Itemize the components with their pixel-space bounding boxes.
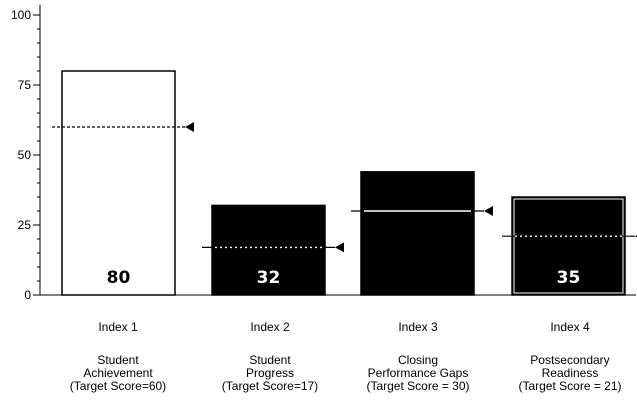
bar-index-3 xyxy=(360,171,475,296)
y-tick-label: 75 xyxy=(18,78,32,92)
x-category-description: Achievement xyxy=(83,366,153,380)
x-category-description: Progress xyxy=(246,366,294,380)
x-category-description: Closing xyxy=(398,353,438,367)
x-category-description: (Target Score = 21) xyxy=(518,379,621,393)
x-category-label: Index 2 xyxy=(250,320,290,334)
target-marker xyxy=(335,242,344,253)
x-category-label: Index 3 xyxy=(398,320,438,334)
x-category-description: Postsecondary xyxy=(530,353,609,367)
x-category-description: Readiness xyxy=(542,366,599,380)
x-category-description: (Target Score=60) xyxy=(70,379,166,393)
x-category-description: (Target Score = 30) xyxy=(366,379,469,393)
target-marker xyxy=(185,122,194,132)
x-category-label: Index 1 xyxy=(98,320,138,334)
y-tick-label: 100 xyxy=(11,8,31,22)
bar-inner-outline xyxy=(513,198,624,294)
x-category-description: (Target Score=17) xyxy=(222,379,318,393)
y-tick-label: 50 xyxy=(18,148,32,162)
bar-value-label: 80 xyxy=(107,268,131,288)
bar-index-4 xyxy=(511,196,626,296)
x-category-label: Index 4 xyxy=(550,320,590,334)
target-marker xyxy=(484,206,493,216)
bar-index-2 xyxy=(211,204,326,296)
x-category-description: Student xyxy=(249,353,291,367)
bar-value-label: 32 xyxy=(257,268,281,288)
x-category-description: Student xyxy=(97,353,139,367)
y-tick-label: 25 xyxy=(18,218,32,232)
bar-index-1 xyxy=(61,70,176,296)
bar-value-label: 35 xyxy=(557,268,581,288)
x-category-description: Performance Gaps xyxy=(368,366,469,380)
y-tick-label: 0 xyxy=(24,288,31,302)
